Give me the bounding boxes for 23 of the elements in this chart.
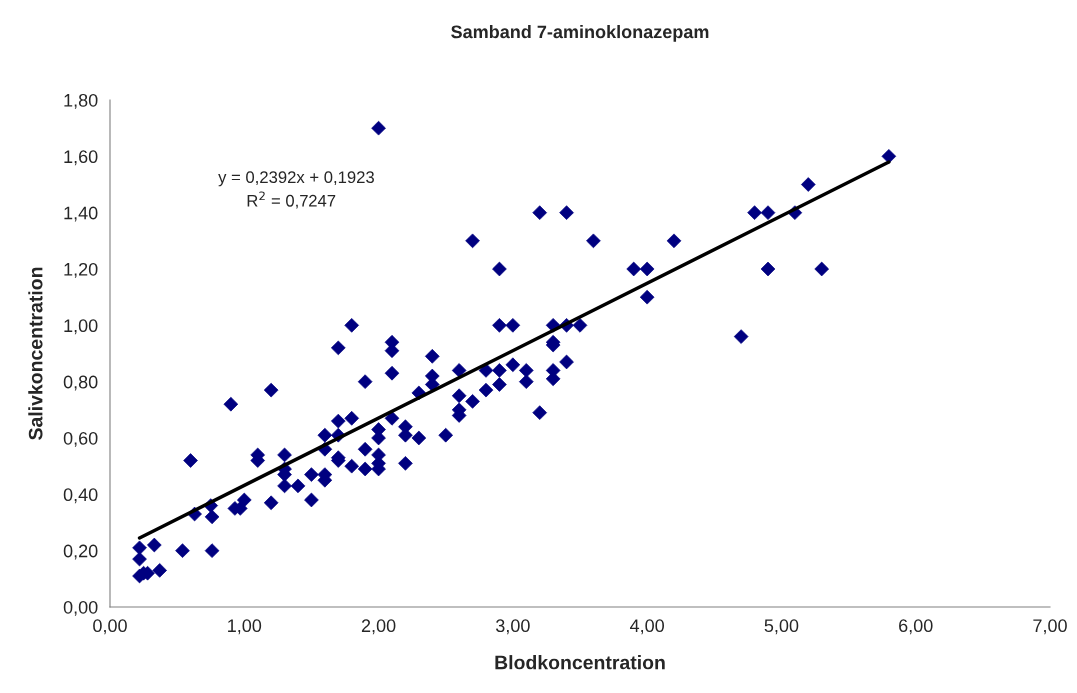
y-tick-label: 1,00 [64, 319, 98, 335]
y-tick-label: 0,20 [63, 544, 98, 560]
y-tick-label: 0,40 [63, 488, 98, 504]
x-tick-label: 2,00 [361, 619, 396, 635]
y-tick-label: 0,00 [63, 600, 98, 616]
x-tick-label: 5,00 [764, 619, 799, 635]
y-tick-label: 1,60 [64, 150, 98, 166]
y-tick-label: 0,80 [63, 375, 98, 391]
x-tick-label: 0,00 [93, 619, 127, 635]
y-tick-label: 1,40 [64, 206, 98, 222]
annotation: R$^{2}$ = 0,7247 [247, 191, 336, 209]
x-tick-label: 3,00 [495, 619, 530, 635]
y-tick-label: 1,80 [64, 93, 98, 109]
x-tick-label: 1,00 [228, 619, 262, 635]
x-axis-title: Blodkoncentration [495, 655, 665, 670]
y-tick-label: 0,60 [63, 431, 98, 447]
y-axis-title: Salivkoncentration [28, 267, 43, 440]
chart-title: Samband 7-aminoklonazepam [451, 25, 709, 42]
x-tick-label: 6,00 [899, 619, 933, 635]
x-tick-label: 7,00 [1033, 619, 1067, 635]
y-tick-label: 1,20 [64, 262, 98, 278]
x-tick-label: 4,00 [629, 619, 665, 635]
annotation: y = 0,2392x + 0,1923 [218, 171, 374, 187]
